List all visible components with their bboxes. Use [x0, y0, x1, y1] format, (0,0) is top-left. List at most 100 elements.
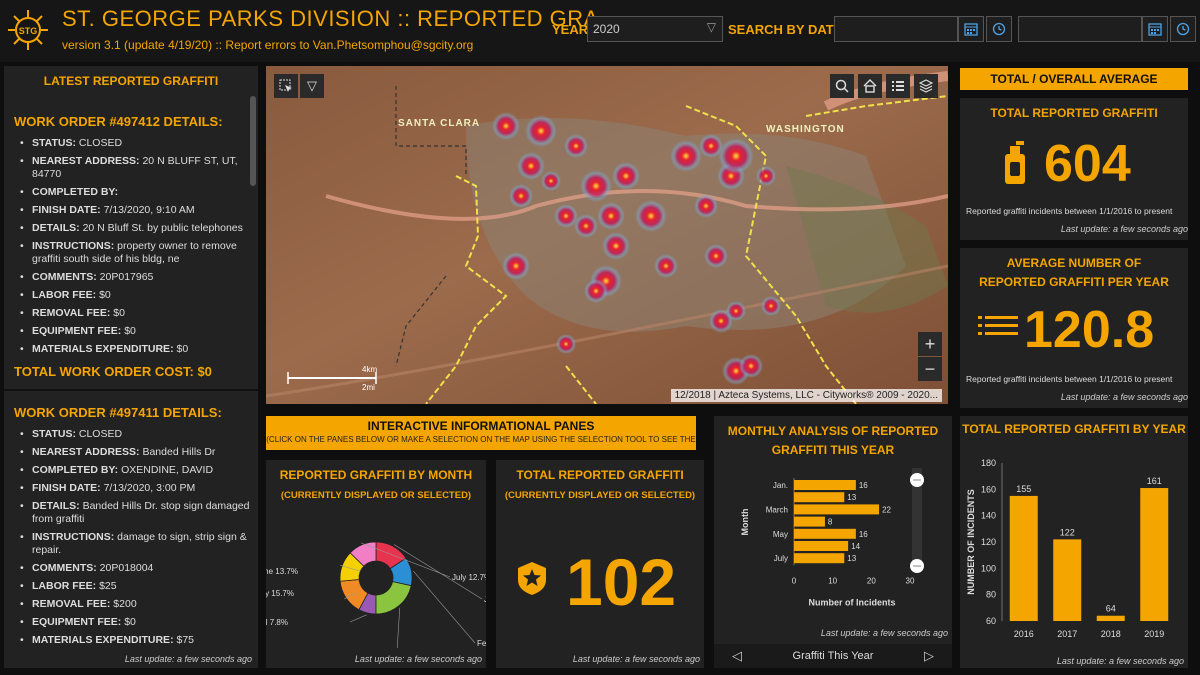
chevron-down-icon: ▽	[307, 78, 317, 93]
work-order-field: FINISH DATE: 7/13/2020, 3:00 PM	[20, 482, 250, 495]
by-year-panel[interactable]: TOTAL REPORTED GRAFFITI BY YEAR 60 80 100 1…	[960, 416, 1188, 668]
total-selected-panel[interactable]: TOTAL REPORTED GRAFFITI (CURRENTLY DISPL…	[496, 460, 704, 668]
map-label-santa-clara: SANTA CLARA	[398, 118, 480, 129]
field-key: DETAILS:	[32, 222, 80, 234]
chart-scroll-track[interactable]	[912, 468, 922, 568]
map-attribution: 12/2018 | Azteca Systems, LLC - Citywork…	[670, 389, 942, 402]
bar-value-label: 14	[851, 542, 860, 551]
start-time-button[interactable]	[986, 16, 1012, 42]
start-date-input[interactable]	[834, 16, 958, 42]
field-value: OXENDINE, DAVID	[121, 464, 214, 476]
bar[interactable]	[794, 528, 856, 539]
start-calendar-button[interactable]	[958, 16, 984, 42]
latest-graffiti-panel[interactable]: LATEST REPORTED GRAFFITI WORK ORDER #497…	[4, 66, 258, 668]
work-order-field: NEAREST ADDRESS: Banded Hills Dr	[20, 446, 250, 459]
work-order-card[interactable]: WORK ORDER #497412 DETAILS: STATUS: CLOS…	[4, 114, 258, 379]
bar[interactable]	[1096, 615, 1125, 621]
work-order-field: MATERIALS EXPENDITURE: $75	[20, 634, 250, 647]
heat-spot	[525, 115, 557, 147]
graffiti-heat-map[interactable]: SANTA CLARA WASHINGTON 4km 2mi ▽ + − 12/…	[266, 66, 948, 404]
bar[interactable]	[794, 553, 845, 564]
graffiti-by-month-panel[interactable]: REPORTED GRAFFITI BY MONTH (CURRENTLY DI…	[266, 460, 486, 668]
y-tick-label: 100	[981, 563, 996, 573]
year-select[interactable]: 2020 ▽	[587, 16, 723, 42]
chart-nav-label: Graffiti This Year	[792, 650, 874, 662]
heat-spot	[718, 138, 754, 174]
field-key: NEAREST ADDRESS:	[32, 155, 140, 167]
layers-button[interactable]	[914, 74, 938, 98]
panel-title: TOTAL REPORTED GRAFFITI BY YEAR	[962, 422, 1186, 436]
total-reported-panel[interactable]: TOTAL REPORTED GRAFFITI 604 Reported gra…	[960, 98, 1188, 240]
interactive-panes-banner: INTERACTIVE INFORMATIONAL PANES (CLICK O…	[266, 416, 696, 450]
pie-slice[interactable]	[349, 541, 377, 567]
bar[interactable]	[1009, 495, 1038, 621]
legend-button[interactable]	[886, 74, 910, 98]
bar[interactable]	[794, 504, 880, 515]
stg-sun-logo: STG	[8, 10, 48, 50]
bar-value-label: 22	[882, 505, 891, 514]
field-value: property owner to remove graffiti south …	[32, 240, 237, 265]
work-order-field: COMMENTS: 20P017965	[20, 271, 250, 284]
last-update-text: Last update: a few seconds ago	[820, 628, 948, 638]
work-order-field: DETAILS: 20 N Bluff St. by public teleph…	[20, 222, 250, 235]
banner-title: INTERACTIVE INFORMATIONAL PANES	[367, 419, 595, 433]
pie-slice[interactable]	[375, 581, 412, 615]
heat-spot	[756, 166, 776, 186]
field-key: EQUIPMENT FEE:	[32, 325, 122, 337]
field-key: COMMENTS:	[32, 562, 97, 574]
selection-dropdown-button[interactable]: ▽	[300, 74, 324, 98]
monthly-analysis-panel[interactable]: MONTHLY ANALYSIS OF REPORTED GRAFFITI TH…	[714, 416, 952, 668]
work-order-field: INSTRUCTIONS: property owner to remove g…	[20, 240, 250, 266]
bar[interactable]	[1140, 488, 1169, 621]
bar-value-label: 16	[859, 481, 868, 490]
work-order-field: EQUIPMENT FEE: $0	[20, 616, 250, 629]
bar[interactable]	[1053, 539, 1082, 621]
y-tick-label: July	[774, 554, 788, 563]
work-order-field: STATUS: CLOSED	[20, 137, 250, 150]
heat-spot	[556, 334, 576, 354]
badge-star-icon	[518, 562, 546, 595]
home-button[interactable]	[858, 74, 882, 98]
monthly-bar-chart[interactable]: 16 Jan. 13 22 March 8 16 May 14 13 July 0 10 20 30 Numb…	[714, 468, 952, 618]
chevron-down-icon: ▽	[706, 20, 716, 34]
bar[interactable]	[794, 492, 845, 503]
panel-scrollbar[interactable]	[250, 96, 256, 186]
bar[interactable]	[794, 480, 856, 490]
zoom-out-button[interactable]: −	[918, 357, 942, 381]
total-selected-value: 102	[566, 545, 677, 619]
work-order-field-list: STATUS: CLOSED NEAREST ADDRESS: 20 N BLUF…	[4, 137, 258, 356]
list-icon	[892, 81, 904, 91]
map-search-button[interactable]	[830, 74, 854, 98]
field-value: $0	[176, 343, 189, 355]
chevron-left-icon[interactable]: ◁	[732, 648, 742, 663]
bar[interactable]	[794, 516, 825, 527]
by-year-bar-chart[interactable]: 60 80 100 120 140 160 180 155 2016 122 2017 64 2018 1…	[960, 446, 1188, 656]
average-per-year-panel[interactable]: AVERAGE NUMBER OF REPORTED GRAFFITI PER …	[960, 248, 1188, 408]
end-date-input[interactable]	[1018, 16, 1142, 42]
field-key: STATUS:	[32, 428, 76, 440]
month-donut-chart[interactable]: Jan. 15.7%Feb. 12.7%March 21.6%April 7.8…	[266, 518, 486, 648]
header-bar: STG ST. GEORGE PARKS DIVISION :: REPORTE…	[0, 0, 1200, 62]
end-time-button[interactable]	[1170, 16, 1196, 42]
chevron-right-icon[interactable]: ▷	[924, 648, 934, 663]
y-tick-label: May	[773, 530, 788, 539]
work-order-heading: WORK ORDER #497411 DETAILS:	[14, 405, 222, 420]
field-key: LABOR FEE:	[32, 289, 97, 301]
heat-spot	[761, 296, 781, 316]
y-tick-label: March	[766, 505, 788, 514]
last-update-text: Last update: a few seconds ago	[124, 654, 252, 664]
field-key: INSTRUCTIONS:	[32, 240, 115, 252]
bar[interactable]	[794, 541, 849, 551]
field-key: MATERIALS EXPENDITURE:	[32, 343, 174, 355]
work-order-card[interactable]: WORK ORDER #497411 DETAILS: STATUS: CLOS…	[4, 405, 258, 647]
zoom-in-button[interactable]: +	[918, 332, 942, 356]
pie-leader-line	[344, 592, 357, 600]
selection-tool-button[interactable]	[274, 74, 298, 98]
chart-nav-bar: ◁ Graffiti This Year ▷	[714, 644, 952, 668]
end-calendar-button[interactable]	[1142, 16, 1168, 42]
pie-label: April 7.8%	[266, 618, 288, 627]
heat-spot	[564, 134, 588, 158]
bar-value-label: 161	[1147, 476, 1162, 486]
search-by-date-label: SEARCH BY DATE	[728, 22, 843, 37]
x-tick-label: 2018	[1101, 629, 1121, 639]
